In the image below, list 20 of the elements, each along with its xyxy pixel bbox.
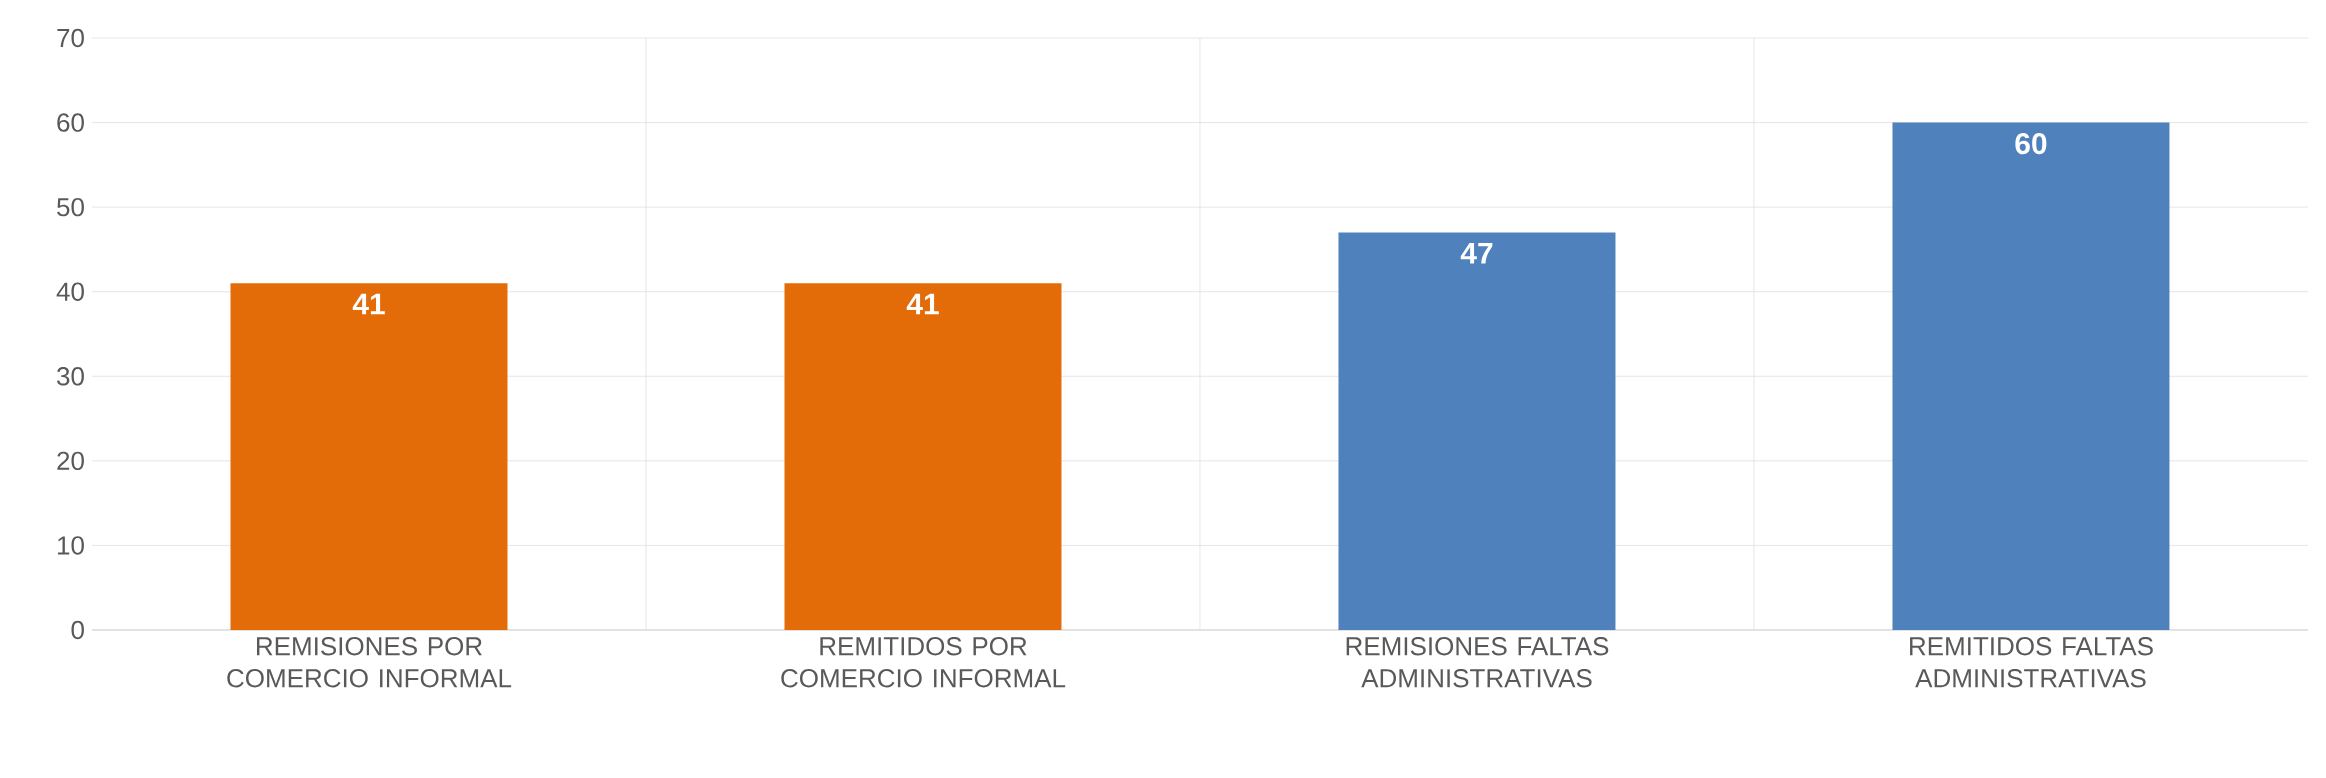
data-label: 47 <box>1460 242 1493 264</box>
x-tick-label: REMISIONES FALTAS ADMINISTRATIVAS <box>1346 637 1609 688</box>
bar <box>230 283 508 630</box>
y-tick-label: 50 <box>57 197 84 217</box>
bar <box>784 283 1062 630</box>
y-tick-label: 0 <box>71 620 84 640</box>
x-tick-label: REMITIDOS POR COMERCIO INFORMAL <box>781 637 1066 688</box>
y-tick-label: 30 <box>57 367 84 386</box>
bar <box>1338 232 1616 630</box>
data-label: 41 <box>906 293 939 315</box>
data-label: 41 <box>352 293 385 315</box>
y-tick-label: 60 <box>57 113 84 132</box>
y-tick-label: 10 <box>57 536 84 555</box>
data-label: 60 <box>2015 132 2047 155</box>
y-tick-label: 40 <box>56 282 84 301</box>
y-tick-label: 70 <box>57 28 84 48</box>
x-tick-label: REMITIDOS FALTAS ADMINISTRATIVAS <box>1910 637 2153 688</box>
y-tick-label: 20 <box>57 451 84 471</box>
x-tick-label: REMISIONES POR COMERCIO INFORMAL <box>227 637 512 688</box>
bar <box>1892 122 2170 630</box>
